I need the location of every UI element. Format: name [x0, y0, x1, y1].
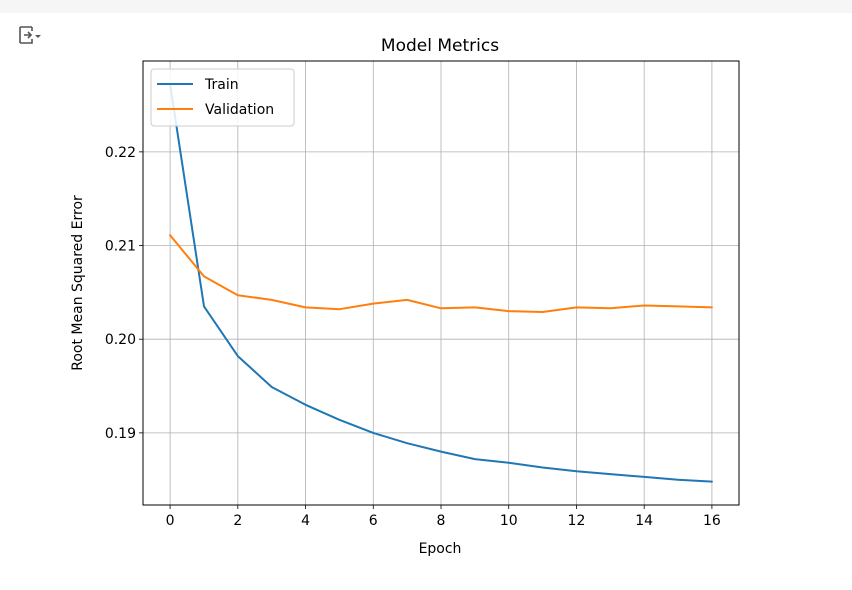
y-tick-label: 0.21: [105, 239, 136, 255]
y-tick-label: 0.19: [105, 426, 136, 442]
chart-title: Model Metrics: [381, 36, 499, 56]
y-tick-label: 0.20: [105, 332, 136, 348]
x-tick-label: 4: [301, 513, 310, 529]
x-tick-label: 0: [166, 513, 175, 529]
x-tick-label: 14: [635, 513, 653, 529]
legend-label-train: Train: [204, 77, 239, 93]
x-tick-label: 10: [500, 513, 518, 529]
y-tick-label: 0.22: [105, 145, 136, 161]
series-lines: [169, 83, 713, 483]
grid-lines: [143, 61, 739, 505]
legend: Train Validation: [150, 68, 295, 127]
x-tick-label: 12: [568, 513, 586, 529]
x-tick-label: 6: [369, 513, 378, 529]
y-axis-label: Root Mean Squared Error: [70, 195, 86, 371]
cell-top-strip: [0, 0, 852, 13]
x-tick-label: 2: [233, 513, 242, 529]
output-toggle-button[interactable]: [18, 24, 44, 46]
x-tick-label: 8: [437, 513, 446, 529]
series-line-train: [169, 83, 713, 483]
axis-ticks: 0 2 4 6 8 10 12 14 16 0.19 0.20 0.21 0.22: [105, 145, 721, 529]
legend-label-validation: Validation: [205, 102, 274, 118]
output-toggle-icon: [19, 26, 41, 44]
x-tick-label: 16: [703, 513, 721, 529]
series-line-validation: [169, 234, 713, 313]
x-axis-label: Epoch: [419, 541, 462, 557]
